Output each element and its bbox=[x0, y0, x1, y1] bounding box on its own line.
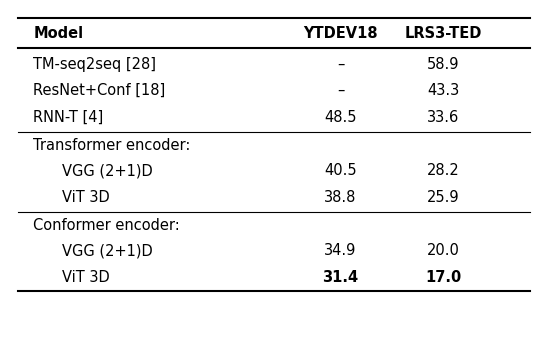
Text: YTDEV18: YTDEV18 bbox=[303, 25, 378, 40]
Text: 17.0: 17.0 bbox=[425, 270, 461, 285]
Text: Model: Model bbox=[33, 25, 83, 40]
Text: Conformer encoder:: Conformer encoder: bbox=[33, 218, 180, 232]
Text: –: – bbox=[337, 83, 344, 98]
Text: VGG (2+1)D: VGG (2+1)D bbox=[61, 163, 152, 178]
Text: 20.0: 20.0 bbox=[426, 243, 459, 258]
Text: ViT 3D: ViT 3D bbox=[61, 190, 109, 205]
Text: VGG (2+1)D: VGG (2+1)D bbox=[61, 243, 152, 258]
Text: –: – bbox=[337, 57, 344, 72]
Text: 48.5: 48.5 bbox=[324, 110, 357, 125]
Text: ViT 3D: ViT 3D bbox=[61, 270, 109, 285]
Text: 58.9: 58.9 bbox=[427, 57, 459, 72]
Text: Transformer encoder:: Transformer encoder: bbox=[33, 137, 191, 152]
Text: 40.5: 40.5 bbox=[324, 163, 357, 178]
Text: RNN-T [4]: RNN-T [4] bbox=[33, 110, 104, 125]
Text: 33.6: 33.6 bbox=[427, 110, 459, 125]
Text: ResNet+Conf [18]: ResNet+Conf [18] bbox=[33, 83, 165, 98]
Text: TM-seq2seq [28]: TM-seq2seq [28] bbox=[33, 57, 156, 72]
Text: 31.4: 31.4 bbox=[322, 270, 358, 285]
Text: LRS3-TED: LRS3-TED bbox=[404, 25, 482, 40]
Text: 43.3: 43.3 bbox=[427, 83, 459, 98]
Text: 34.9: 34.9 bbox=[324, 243, 357, 258]
Text: 25.9: 25.9 bbox=[427, 190, 459, 205]
Text: 28.2: 28.2 bbox=[426, 163, 459, 178]
Text: 38.8: 38.8 bbox=[324, 190, 357, 205]
